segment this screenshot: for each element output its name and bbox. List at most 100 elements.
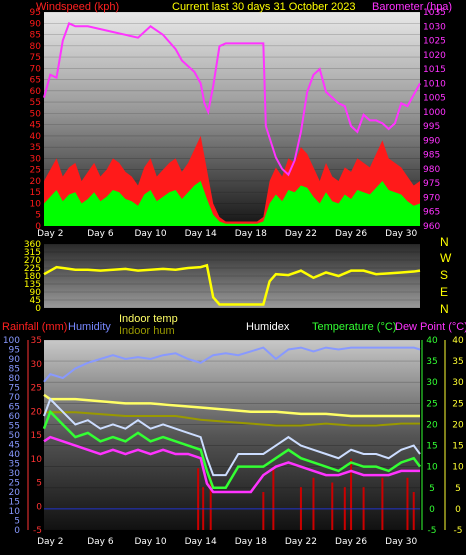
indoor-temp-line bbox=[43, 393, 420, 418]
x-tick-label: Day 10 bbox=[134, 537, 166, 547]
indoor-temp-title: Indoor temp bbox=[119, 313, 178, 325]
rainfall-axis-title: Rainfall (mm) bbox=[2, 321, 67, 333]
humidity-tick-label: 90 bbox=[9, 355, 21, 365]
right-tick-label: 1020 bbox=[423, 51, 446, 61]
x-tick-label: Day 2 bbox=[37, 537, 63, 547]
left-tick-label: 20 bbox=[30, 177, 42, 187]
dewpoint-tick-label: 10 bbox=[452, 463, 464, 473]
rainfall-tick-label: 10 bbox=[31, 455, 43, 465]
x-axis-ticks: Day 2 Day 6 Day 10 Day 14 Day 18 Day 22 Day 26… bbox=[37, 537, 417, 547]
temperature-tick-label: 25 bbox=[426, 399, 437, 409]
direction-tick-label: 180 bbox=[24, 272, 41, 282]
x-tick-label: Day 10 bbox=[134, 229, 166, 239]
humidity-tick-label: 25 bbox=[9, 479, 20, 489]
direction-tick-label: 225 bbox=[24, 264, 41, 274]
humidity-tick-label: 95 bbox=[9, 346, 20, 356]
rainfall-tick-label: 15 bbox=[31, 431, 42, 441]
humidity-tick-label: 20 bbox=[9, 488, 21, 498]
x-tick-label: Day 14 bbox=[185, 229, 217, 239]
chart-title: Current last 30 days 31 October 2023 bbox=[172, 1, 355, 13]
humidity-tick-label: 85 bbox=[9, 365, 20, 375]
humidity-tick-label: 40 bbox=[9, 450, 21, 460]
dewpoint-axis-title: Dew Point (°C) bbox=[395, 321, 466, 333]
direction-tick-label: 360 bbox=[24, 240, 41, 250]
rainfall-bar bbox=[312, 477, 315, 530]
humidity-tick-label: 100 bbox=[3, 336, 20, 346]
right-tick-label: 1010 bbox=[423, 79, 446, 89]
left-tick-label: 50 bbox=[30, 109, 42, 119]
humidity-tick-label: 35 bbox=[9, 460, 20, 470]
right-tick-label: 1005 bbox=[423, 94, 446, 104]
rainfall-tick-label: 35 bbox=[31, 336, 42, 346]
left-tick-label: 30 bbox=[30, 154, 42, 164]
humidity-tick-label: 45 bbox=[9, 441, 20, 451]
rainfall-tick-label: 30 bbox=[31, 360, 43, 370]
rainfall-bar bbox=[412, 492, 415, 530]
compass-label: N bbox=[440, 302, 449, 316]
right-tick-label: 970 bbox=[423, 193, 440, 203]
humidity-tick-label: 50 bbox=[9, 431, 21, 441]
left-tick-label: 95 bbox=[30, 8, 41, 18]
left-tick-label: 70 bbox=[30, 64, 42, 74]
left-tick-label: 40 bbox=[30, 132, 42, 142]
left-tick-label: 25 bbox=[30, 166, 41, 176]
temperature-tick-label: 30 bbox=[426, 378, 438, 388]
right-tick-label: 1000 bbox=[423, 108, 446, 118]
right-tick-label: 985 bbox=[423, 151, 440, 161]
x-tick-label: Day 6 bbox=[87, 537, 114, 547]
wind-direction-line bbox=[43, 263, 421, 306]
dewpoint-line bbox=[43, 435, 420, 494]
rainfall-tick-label: 20 bbox=[31, 407, 43, 417]
temperature-humidity-panel: 0510152025303540455055606570758085909510… bbox=[3, 336, 464, 547]
dewpoint-tick-label: 25 bbox=[452, 399, 463, 409]
compass-label: S bbox=[440, 268, 448, 282]
right-tick-label: 990 bbox=[423, 136, 440, 146]
indoor-hum-title: Indoor hum bbox=[119, 325, 175, 337]
left-tick-label: 0 bbox=[35, 222, 41, 232]
compass-label: W bbox=[440, 251, 452, 265]
humidity-tick-label: 65 bbox=[9, 403, 20, 413]
x-tick-label: Day 26 bbox=[335, 229, 367, 239]
x-tick-label: Day 26 bbox=[335, 537, 367, 547]
humidity-tick-label: 75 bbox=[9, 384, 20, 394]
left-tick-label: 90 bbox=[30, 19, 42, 29]
dewpoint-tick-label: 20 bbox=[452, 420, 464, 430]
x-tick-label: Day 22 bbox=[285, 537, 317, 547]
x-tick-label: Day 2 bbox=[37, 229, 63, 239]
x-axis-ticks: Day 2 Day 6 Day 10 Day 14 Day 18 Day 22 Day 26… bbox=[37, 229, 417, 239]
rainfall-bar bbox=[331, 482, 334, 530]
rainfall-bar bbox=[272, 468, 275, 530]
right-tick-label: 980 bbox=[423, 165, 440, 175]
direction-tick-label: 45 bbox=[30, 296, 41, 306]
dewpoint-tick-label: 15 bbox=[452, 442, 463, 452]
right-tick-label: 1025 bbox=[423, 37, 446, 47]
right-tick-label: 960 bbox=[423, 222, 440, 232]
right-tick-label: 1015 bbox=[423, 65, 446, 75]
humidity-tick-label: 0 bbox=[14, 526, 20, 536]
humidex-line bbox=[43, 397, 421, 477]
dewpoint-tick-label: 5 bbox=[455, 484, 461, 494]
x-tick-label: Day 14 bbox=[185, 537, 217, 547]
panel-grid bbox=[44, 243, 420, 309]
rainfall-bar bbox=[262, 492, 265, 530]
direction-tick-label: 135 bbox=[24, 280, 41, 290]
direction-tick-label: 270 bbox=[24, 256, 41, 266]
compass-label: E bbox=[440, 285, 448, 299]
right-tick-label: 995 bbox=[423, 122, 440, 132]
humidity-tick-label: 10 bbox=[9, 507, 21, 517]
temperature-tick-label: 0 bbox=[429, 505, 435, 515]
x-tick-label: Day 6 bbox=[87, 229, 114, 239]
temperature-axis-ticks: -5 -5 0 0 5 5 10 10 15 15 20 20 25 25 30 30 35 35 40 40 bbox=[421, 336, 464, 536]
left-tick-label: 35 bbox=[30, 143, 41, 153]
windspeed-axis-title: Windspeed (kph) bbox=[36, 1, 119, 13]
left-tick-label: 5 bbox=[35, 211, 41, 221]
left-tick-label: 65 bbox=[30, 76, 41, 86]
dewpoint-tick-label: 30 bbox=[452, 378, 464, 388]
x-tick-label: Day 30 bbox=[385, 537, 417, 547]
humidity-axis-ticks: 0510152025303540455055606570758085909510… bbox=[3, 336, 20, 536]
